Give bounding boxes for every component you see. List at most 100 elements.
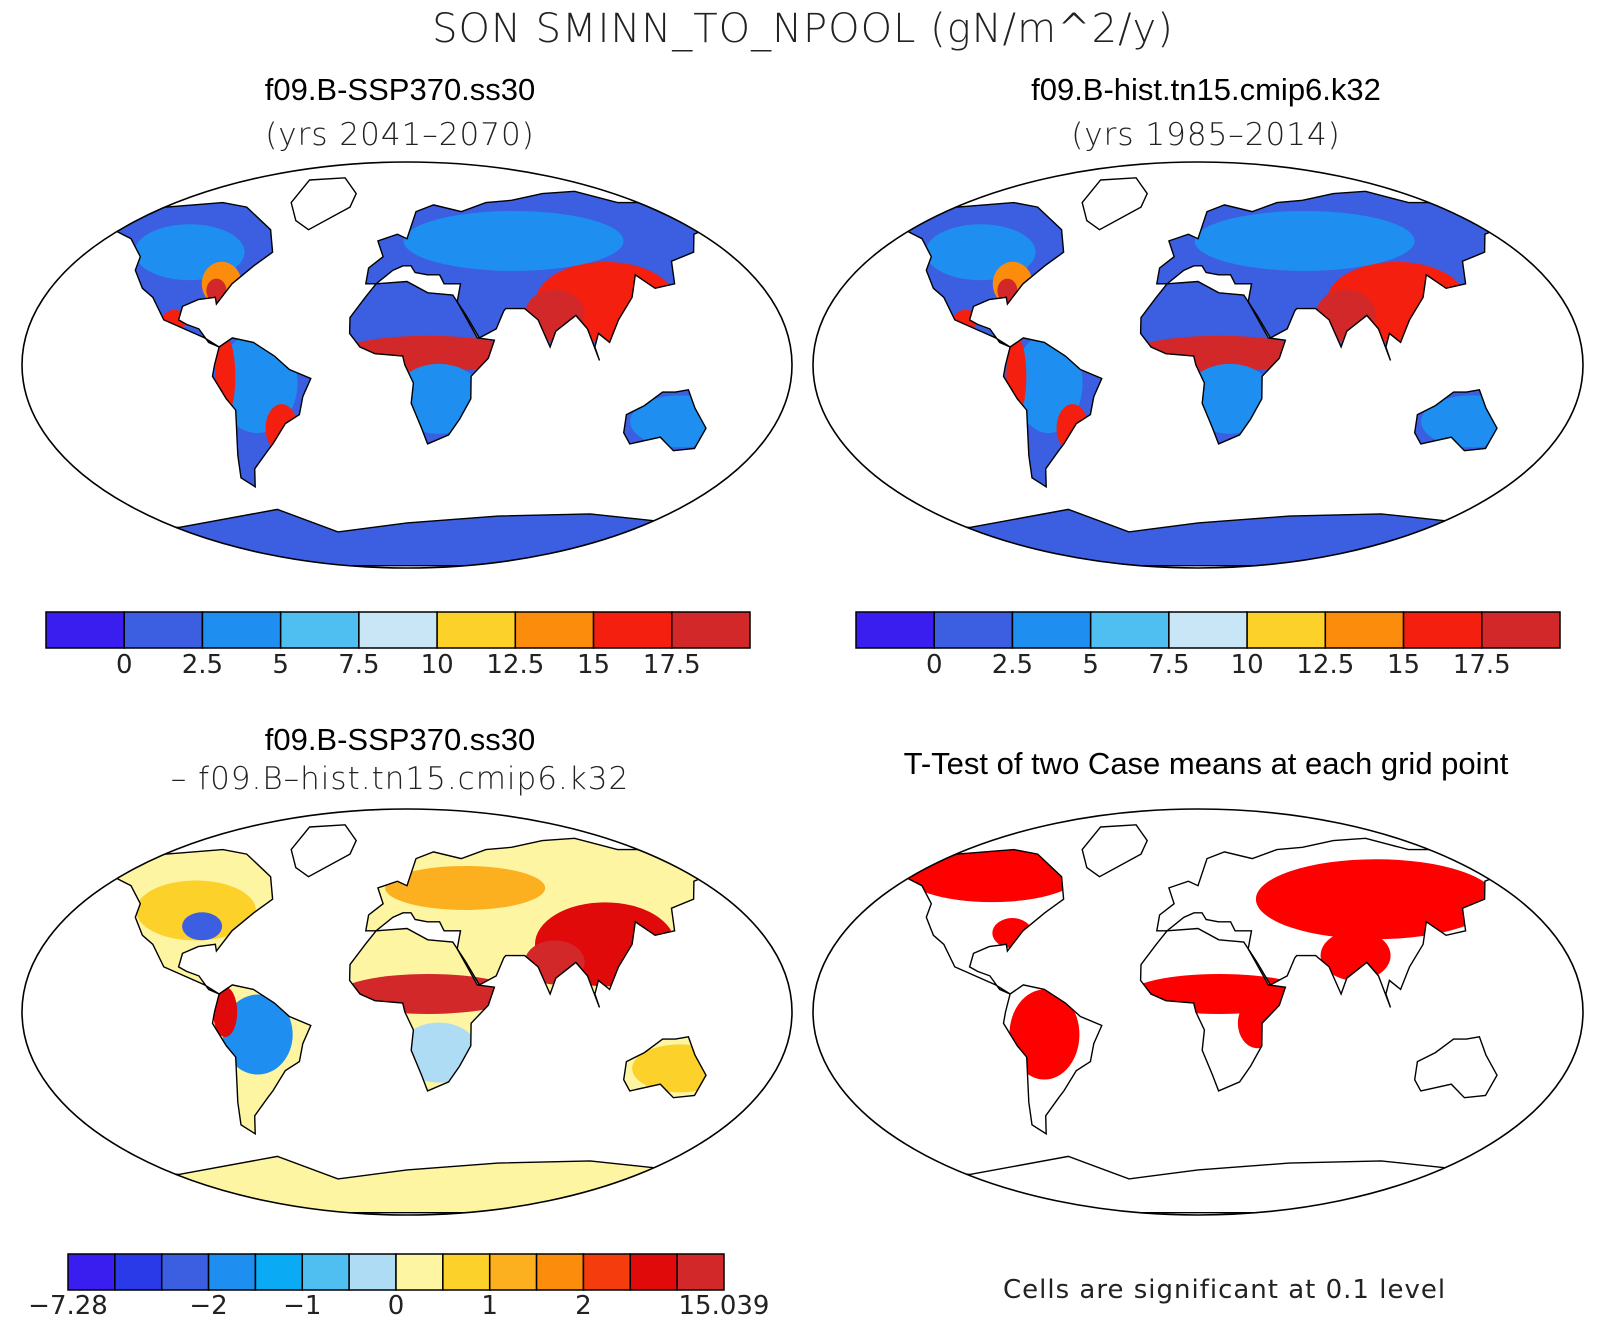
field-sa-south — [1056, 404, 1089, 453]
coastline-eurasia — [1155, 190, 1508, 361]
colorbar-swatch — [1402, 611, 1483, 649]
colorbar-tick-label: 17.5 — [642, 650, 701, 680]
colorbar-swatch — [855, 611, 935, 649]
colorbar-tick-label: 5 — [272, 650, 289, 680]
diff-sahel — [338, 973, 519, 1014]
coastline-northAmerica — [872, 848, 1065, 995]
map-panel-1 — [20, 160, 794, 570]
colorbar-swatch — [207, 1253, 257, 1291]
colorbar-tick-label: 12.5 — [486, 650, 545, 680]
colorbar-tick-label: −1 — [283, 1291, 322, 1321]
field-siberia — [403, 210, 624, 271]
coastline-australia — [1413, 389, 1498, 452]
coastline-northAmerica — [872, 201, 1065, 348]
colorbar-tick-label: 0 — [387, 1291, 405, 1321]
colorbar-tick-label: 7.5 — [338, 650, 380, 680]
coastline-southAmerica — [211, 337, 312, 489]
coastline-northAmerica — [81, 848, 274, 995]
colorbar-swatch — [676, 1253, 725, 1291]
colorbar-tick-label: 2.5 — [181, 650, 224, 680]
colorbar-swatch — [629, 1253, 678, 1291]
colorbar-swatch — [1246, 611, 1327, 649]
colorbar-swatch — [114, 1253, 163, 1291]
colorbar-swatch — [279, 611, 360, 649]
colorbar-tick-label: −7.28 — [28, 1291, 108, 1321]
colorbar-swatch — [201, 611, 282, 649]
coastline-africa — [348, 927, 496, 1092]
colorbar-tick-label: 15 — [577, 650, 611, 680]
map-panel-3 — [20, 807, 794, 1217]
map-panel-2 — [811, 160, 1585, 570]
colorbar-tick-label: 1 — [481, 1291, 498, 1321]
coastline-southAmerica — [211, 984, 312, 1136]
land-australia — [1414, 1036, 1497, 1098]
field-overlay — [901, 842, 1496, 1080]
colorbar-swatch — [67, 1253, 116, 1291]
field-australia — [1421, 395, 1508, 448]
coastline-greenland — [1081, 824, 1149, 878]
colorbar-panel-1-labels: 0 2.5 5 7.5 10 12.5 15 17.5 — [45, 650, 751, 686]
colorbar-swatch — [1481, 611, 1561, 649]
colorbar-tick-label: 5 — [1082, 650, 1099, 680]
colorbar-swatch — [582, 1253, 632, 1291]
colorbar-tick-label: 10 — [420, 650, 454, 680]
colorbar-swatch — [671, 611, 751, 649]
coastline-southAmerica — [1002, 984, 1103, 1136]
significance-footnote: Cells are significant at 0.1 level — [1003, 1275, 1447, 1305]
coastline-southAmerica — [1002, 337, 1103, 489]
figure-title: SON SMINN_TO_NPOOL (gN/m^2/y) — [432, 6, 1174, 52]
field-sa-south — [265, 404, 298, 453]
colorbar-swatch — [395, 1253, 444, 1291]
land-greenland — [1082, 824, 1148, 877]
coastline-northAmerica — [81, 201, 274, 348]
colorbar-tick-label: 10 — [1230, 650, 1264, 680]
map-land-layer — [854, 824, 1508, 1214]
sig-eurasia — [1255, 859, 1496, 940]
coastline-africa — [348, 280, 496, 445]
panel-2-title: f09.B-hist.tn15.cmip6.k32 — [1031, 72, 1381, 107]
coastline-australia — [622, 389, 707, 452]
field-mexico — [953, 309, 978, 330]
colorbar-swatch — [592, 611, 673, 649]
diff-na — [135, 880, 256, 941]
field-png — [677, 366, 714, 387]
coastline-africa — [1139, 927, 1287, 1092]
colorbar-tick-label: 7.5 — [1148, 650, 1190, 680]
coastline-australia — [1413, 1036, 1498, 1099]
coastline-eurasia — [1155, 837, 1508, 1008]
colorbar-tick-label: 0 — [925, 650, 943, 680]
coastline-greenland — [290, 177, 358, 231]
map-border — [812, 161, 1584, 569]
coastline-australia — [622, 1036, 707, 1099]
sig-south-asia — [1320, 930, 1391, 981]
colorbar-swatch — [358, 611, 438, 649]
colorbar-panel-3-labels: −7.28 −2 −1 0 1 2 15.039 — [28, 1291, 769, 1323]
colorbar-swatch — [436, 611, 517, 649]
land-greenland — [1082, 177, 1148, 230]
coastline-greenland — [290, 824, 358, 878]
colorbar-panel-3 — [67, 1253, 725, 1291]
map-border — [812, 808, 1584, 1216]
colorbar-panel-2-labels: 0 2.5 5 7.5 10 12.5 15 17.5 — [855, 650, 1561, 686]
colorbar-swatch — [1089, 611, 1170, 649]
colorbar-swatch — [488, 1253, 538, 1291]
field-png — [1468, 366, 1505, 387]
map-panel-4 — [811, 807, 1585, 1217]
sig-south-america — [1009, 989, 1080, 1080]
field-australia — [630, 395, 717, 448]
coastline-eurasia — [364, 190, 717, 361]
colorbar-tick-label: −2 — [189, 1291, 228, 1321]
panel-4-title: T-Test of two Case means at each grid po… — [903, 746, 1509, 781]
field-mexico — [162, 309, 187, 330]
map-land-layer — [854, 177, 1508, 567]
panel-1-subtitle: (yrs 2041–2070) — [265, 117, 535, 153]
colorbar-swatch — [301, 1253, 350, 1291]
colorbar-panel-2 — [855, 611, 1561, 649]
field-siberia — [1194, 210, 1415, 271]
colorbar-tick-label: 0 — [115, 650, 133, 680]
coastline-africa — [1139, 280, 1287, 445]
sig-east-africa — [1237, 998, 1278, 1049]
colorbar-tick-label: 17.5 — [1452, 650, 1511, 680]
colorbar-tick-label: 2 — [575, 1291, 592, 1321]
sig-sahel — [1129, 973, 1310, 1014]
